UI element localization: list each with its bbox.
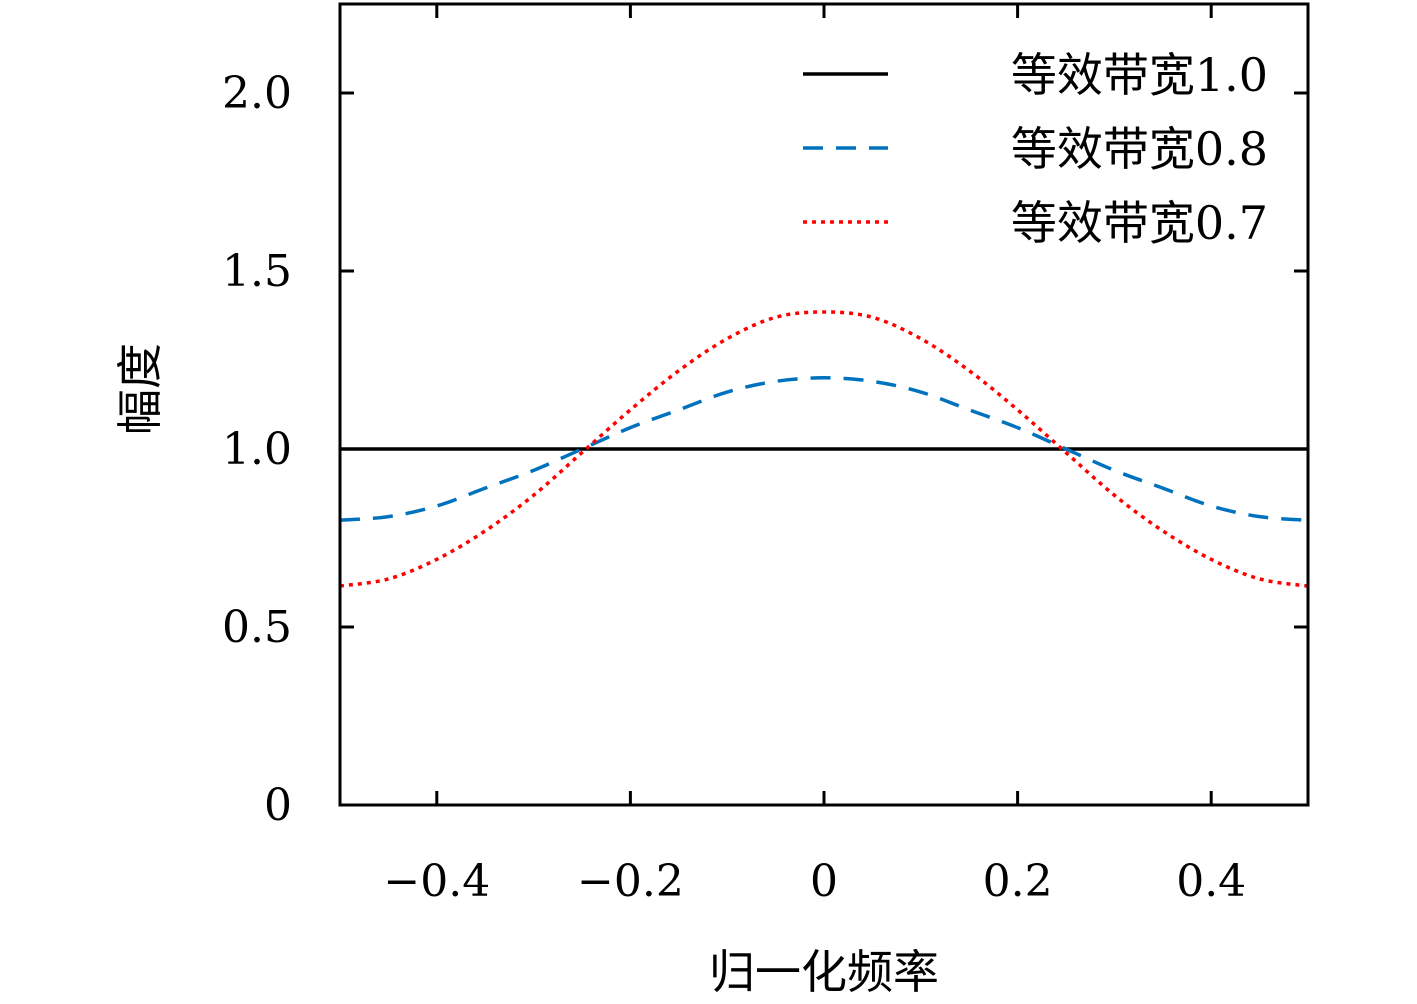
series-line-2 <box>339 376 1309 522</box>
legend-label-1: 等效带宽1.0 <box>1011 48 1268 102</box>
x-tick-label-0: −0.4 <box>383 856 490 907</box>
x-tick-label-1: −0.2 <box>577 856 684 907</box>
legend-label-3: 等效带宽0.7 <box>1011 196 1268 250</box>
x-tick-label-4: 0.4 <box>1176 856 1246 907</box>
legend: 等效带宽1.0 等效带宽0.8 等效带宽0.7 <box>803 48 1268 250</box>
x-axis-title: 归一化频率 <box>709 945 939 999</box>
series-layer <box>339 310 1309 588</box>
y-axis-title: 幅度 <box>113 343 167 435</box>
y-tick-label-1: 0.5 <box>222 602 292 653</box>
x-tick-label-2: 0 <box>810 856 838 907</box>
y-tick-label-0: 0 <box>264 780 292 831</box>
y-tick-label-2: 1.0 <box>222 424 292 475</box>
series-line-3 <box>339 310 1309 588</box>
x-tick-label-3: 0.2 <box>983 856 1053 907</box>
y-tick-label-4: 2.0 <box>222 68 292 119</box>
tick-labels-layer: −0.4 −0.2 0 0.2 0.4 0 0.5 1.0 1.5 2.0 <box>222 68 1246 907</box>
ticks-layer <box>340 4 1308 807</box>
y-tick-label-3: 1.5 <box>222 246 292 297</box>
legend-label-2: 等效带宽0.8 <box>1011 122 1268 176</box>
